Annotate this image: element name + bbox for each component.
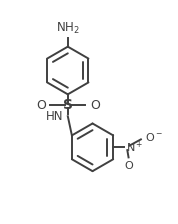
Text: HN: HN — [46, 110, 63, 123]
Text: O: O — [124, 161, 133, 171]
Text: O: O — [36, 99, 46, 112]
Text: N$^+$: N$^+$ — [126, 140, 144, 155]
Text: NH$_2$: NH$_2$ — [56, 21, 80, 36]
Text: O$^-$: O$^-$ — [145, 131, 163, 143]
Text: O: O — [90, 99, 100, 112]
Text: S: S — [63, 98, 73, 112]
